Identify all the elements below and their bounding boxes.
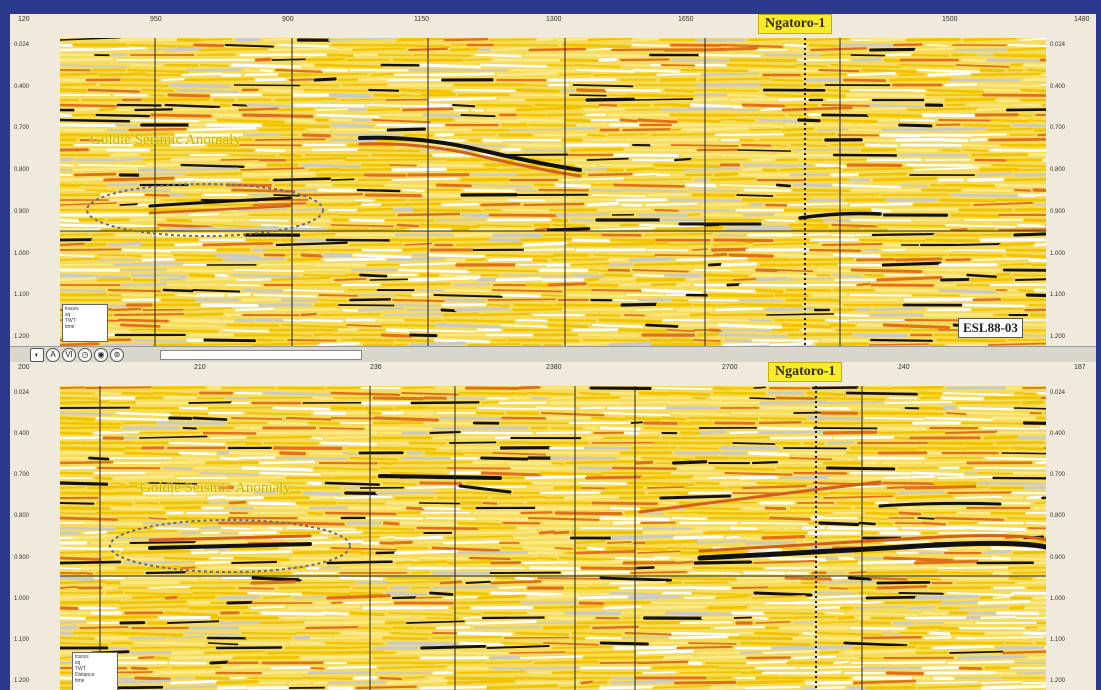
trace-tick-label: 950 xyxy=(150,16,162,23)
key-entry: sq xyxy=(65,312,71,318)
trace-tick-label: 187 xyxy=(1074,364,1086,371)
clock-icon[interactable]: ◷ xyxy=(78,348,92,362)
trace-tick-label: 200 xyxy=(18,364,30,371)
time-tick-label: 0.700 xyxy=(14,472,30,479)
time-tick-label: 0.400 xyxy=(1050,83,1066,90)
record-icon[interactable]: ◉ xyxy=(94,348,108,362)
anomaly-outline xyxy=(86,183,324,237)
trace-tick-label: 120 xyxy=(18,16,30,23)
anomaly-outline xyxy=(109,519,351,573)
seismic-traces-top xyxy=(60,38,1046,346)
time-axis-right-top: 0.024 0.400 0.700 0.800 0.900 1.000 1.100 1.200 xyxy=(1045,38,1096,346)
key-entry: time xyxy=(75,678,85,684)
time-tick-label: 0.024 xyxy=(1050,42,1066,48)
time-tick-label: 1.000 xyxy=(14,250,30,257)
trace-tick-label: 2700 xyxy=(722,364,738,371)
time-tick-label: 0.800 xyxy=(14,167,30,174)
key-entry: time xyxy=(65,324,75,330)
trace-tick-label: 1300 xyxy=(546,16,562,23)
time-tick-label: 1.100 xyxy=(1050,636,1066,643)
time-tick-label: 0.900 xyxy=(14,554,30,561)
key-box-bottom: traces sq TWT Distance time xyxy=(72,652,118,690)
key-entry: traces xyxy=(65,306,79,312)
time-tick-label: 0.400 xyxy=(14,83,30,90)
display-mode-icon[interactable]: ◐ xyxy=(30,348,44,362)
time-axis-left-top: 0.024 0.400 0.700 0.800 0.900 1.000 1.100 1.200 xyxy=(10,38,61,346)
seismic-section-bottom[interactable] xyxy=(60,386,1046,690)
time-tick-label: 1.100 xyxy=(14,636,30,643)
trace-tick-label: 1650 xyxy=(678,16,694,23)
time-tick-label: 0.900 xyxy=(1050,554,1066,561)
seismic-panel-bottom: 200 210 236 2380 2700 240 187 0.024 0.400 0.700 0… xyxy=(10,362,1096,690)
well-label-top: Ngatoro-1 xyxy=(758,14,833,34)
key-entry: sq xyxy=(75,660,81,666)
trace-tick-label: 900 xyxy=(282,16,294,23)
time-axis-left-bottom: 0.024 0.400 0.700 0.800 0.900 1.000 1.100 1.200 xyxy=(10,386,61,690)
time-tick-label: 0.700 xyxy=(14,125,30,132)
time-tick-label: 0.700 xyxy=(1050,125,1066,132)
trace-tick-label: 210 xyxy=(194,364,206,371)
time-tick-label: 1.200 xyxy=(1050,334,1066,340)
trace-tick-label: 1500 xyxy=(942,16,958,23)
target-icon[interactable]: ⊚ xyxy=(110,348,124,362)
time-tick-label: 1.200 xyxy=(1050,678,1066,684)
seismic-traces-bottom xyxy=(60,386,1046,690)
time-tick-label: 1.000 xyxy=(1050,595,1066,602)
line-id-label: ESL88-03 xyxy=(958,318,1023,338)
time-tick-label: 1.100 xyxy=(14,292,30,299)
trace-ruler-top: 120950900115013001650140015001480 xyxy=(10,14,1096,39)
time-tick-label: 0.800 xyxy=(14,513,30,520)
seismic-section-top[interactable] xyxy=(60,38,1046,346)
time-tick-label: 1.100 xyxy=(1050,292,1066,299)
time-tick-label: 1.000 xyxy=(14,595,30,602)
seismic-panel-top: 120950900115013001650140015001480 0.0240… xyxy=(10,14,1096,346)
annotate-icon[interactable]: A xyxy=(46,348,60,362)
time-tick-label: 0.024 xyxy=(14,390,30,396)
key-entry: TWT xyxy=(75,666,86,672)
time-tick-label: 0.900 xyxy=(14,208,30,215)
key-entry: TWT xyxy=(65,318,76,324)
trace-tick-label: 1150 xyxy=(414,16,430,23)
trace-ruler-bottom: 200 210 236 2380 2700 240 187 xyxy=(10,362,1096,387)
time-tick-label: 0.024 xyxy=(1050,390,1066,396)
time-axis-right-bottom: 0.024 0.400 0.700 0.800 0.900 1.000 1.100 1.200 xyxy=(1045,386,1096,690)
viewer-toolbar: ◐ A VI ◷ ◉ ⊚ xyxy=(10,346,1096,364)
time-tick-label: 0.024 xyxy=(14,42,30,48)
anomaly-label-bottom: Goldie Seismic Anomaly xyxy=(140,480,291,496)
time-tick-label: 1.200 xyxy=(14,334,30,340)
time-tick-label: 1.200 xyxy=(14,678,30,684)
trace-tick-label: 1480 xyxy=(1074,16,1090,23)
time-tick-label: 1.000 xyxy=(1050,250,1066,257)
time-tick-label: 0.800 xyxy=(1050,167,1066,174)
well-label-bottom: Ngatoro-1 xyxy=(768,362,843,382)
anomaly-label-top: Goldie Seismic Anomaly xyxy=(90,132,241,148)
trace-tick-label: 240 xyxy=(898,364,910,371)
key-entry: Distance xyxy=(75,672,95,678)
trace-scroll-slider[interactable] xyxy=(160,350,362,360)
time-tick-label: 0.700 xyxy=(1050,472,1066,479)
trace-tick-label: 2380 xyxy=(546,364,562,371)
time-tick-label: 0.800 xyxy=(1050,513,1066,520)
key-entry: traces xyxy=(75,654,89,660)
time-tick-label: 0.900 xyxy=(1050,208,1066,215)
time-tick-label: 0.400 xyxy=(14,431,30,438)
time-tick-label: 0.400 xyxy=(1050,431,1066,438)
view-icon[interactable]: VI xyxy=(62,348,76,362)
trace-tick-label: 236 xyxy=(370,364,382,371)
key-box-top: traces sq TWT time xyxy=(62,304,108,342)
